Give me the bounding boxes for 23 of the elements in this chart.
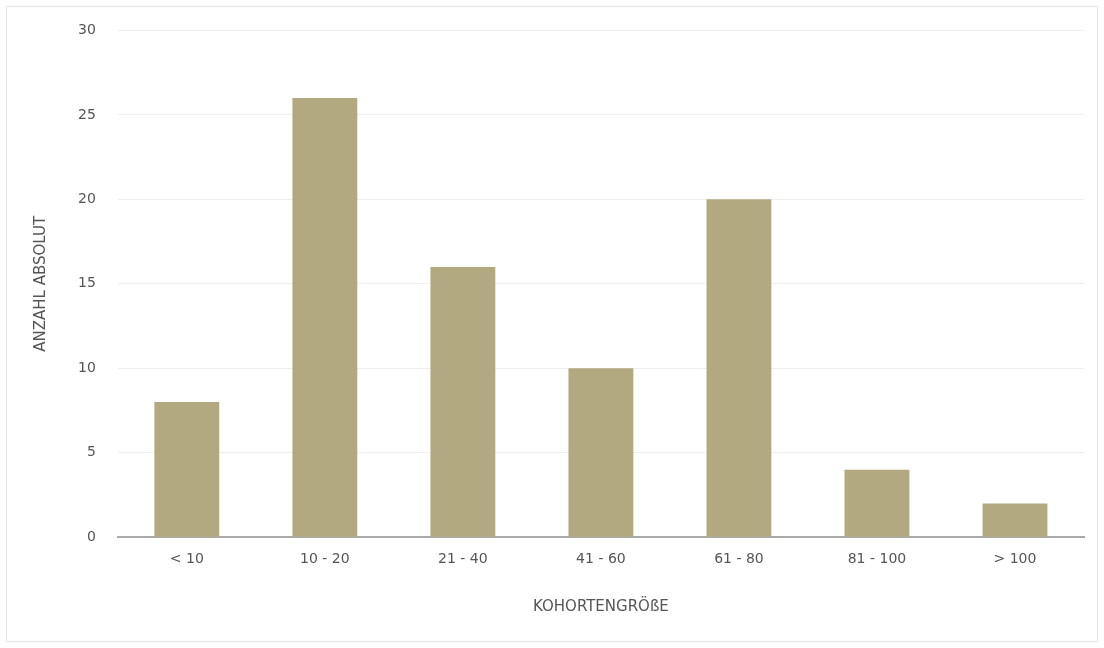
x-tick-label: 81 - 100 (847, 550, 907, 567)
x-tick-label: 41 - 60 (576, 550, 626, 567)
x-tick-label: < 10 (169, 550, 204, 567)
y-tick-label: 20 (77, 189, 96, 206)
x-tick-label: 21 - 40 (438, 550, 488, 567)
y-tick-label: 30 (77, 21, 96, 38)
bar (982, 503, 1048, 537)
bar (706, 199, 772, 537)
bar (844, 469, 910, 537)
y-tick-label: 25 (77, 105, 96, 122)
y-tick-label: 10 (77, 358, 96, 375)
x-tick-label: > 100 (993, 550, 1037, 567)
bar (430, 266, 496, 537)
bar (154, 402, 220, 537)
bar (568, 368, 634, 537)
y-tick-label: 0 (86, 527, 96, 544)
x-tick-label: 61 - 80 (714, 550, 764, 567)
x-tick-label: 10 - 20 (300, 550, 350, 567)
y-tick-label: 5 (86, 443, 96, 460)
bar (292, 97, 358, 537)
y-axis-title: ANZAHL ABSOLUT (30, 215, 49, 352)
x-axis-title: KOHORTENGRÖßE (532, 595, 669, 615)
y-tick-label: 15 (77, 274, 96, 291)
